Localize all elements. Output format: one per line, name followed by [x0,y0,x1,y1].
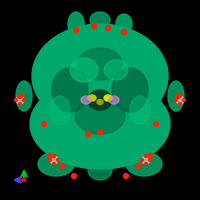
Circle shape [92,24,96,28]
Circle shape [72,174,76,178]
Ellipse shape [109,96,119,104]
Circle shape [175,99,177,101]
Ellipse shape [45,70,155,130]
Ellipse shape [97,99,103,104]
Ellipse shape [126,152,162,176]
Ellipse shape [50,156,58,164]
Circle shape [19,103,21,105]
Ellipse shape [104,60,128,80]
Circle shape [176,94,180,98]
Ellipse shape [16,81,32,111]
Circle shape [145,155,147,157]
Circle shape [141,159,143,161]
Circle shape [145,163,147,165]
Ellipse shape [116,14,132,34]
Ellipse shape [112,68,148,112]
Circle shape [60,164,64,168]
Circle shape [53,155,55,157]
Circle shape [124,174,128,178]
Circle shape [49,159,51,161]
Circle shape [183,99,185,101]
Circle shape [122,30,126,34]
Circle shape [179,95,181,97]
Ellipse shape [90,12,110,28]
Ellipse shape [52,68,88,112]
Ellipse shape [142,156,150,164]
Circle shape [53,163,55,165]
Circle shape [74,28,78,32]
Circle shape [23,99,25,101]
Ellipse shape [88,95,96,101]
Ellipse shape [130,96,150,124]
Circle shape [86,132,90,136]
Ellipse shape [104,95,112,101]
Circle shape [154,122,158,126]
Circle shape [18,94,22,98]
Ellipse shape [32,24,168,128]
Circle shape [42,122,46,126]
Circle shape [106,26,110,30]
Ellipse shape [68,12,84,36]
Circle shape [22,178,26,182]
Ellipse shape [30,79,170,169]
Ellipse shape [78,48,122,80]
Circle shape [57,159,59,161]
Ellipse shape [38,152,74,176]
Ellipse shape [16,96,24,104]
Circle shape [179,103,181,105]
Circle shape [148,154,152,158]
Ellipse shape [70,58,98,82]
Circle shape [19,95,21,97]
Circle shape [15,99,17,101]
Ellipse shape [176,96,184,104]
Ellipse shape [50,96,70,124]
Circle shape [149,159,151,161]
Circle shape [98,130,102,134]
Ellipse shape [75,98,125,134]
Circle shape [48,154,52,158]
Circle shape [136,164,140,168]
Ellipse shape [168,81,184,111]
Ellipse shape [88,90,112,110]
Ellipse shape [81,96,91,104]
Ellipse shape [88,160,112,180]
